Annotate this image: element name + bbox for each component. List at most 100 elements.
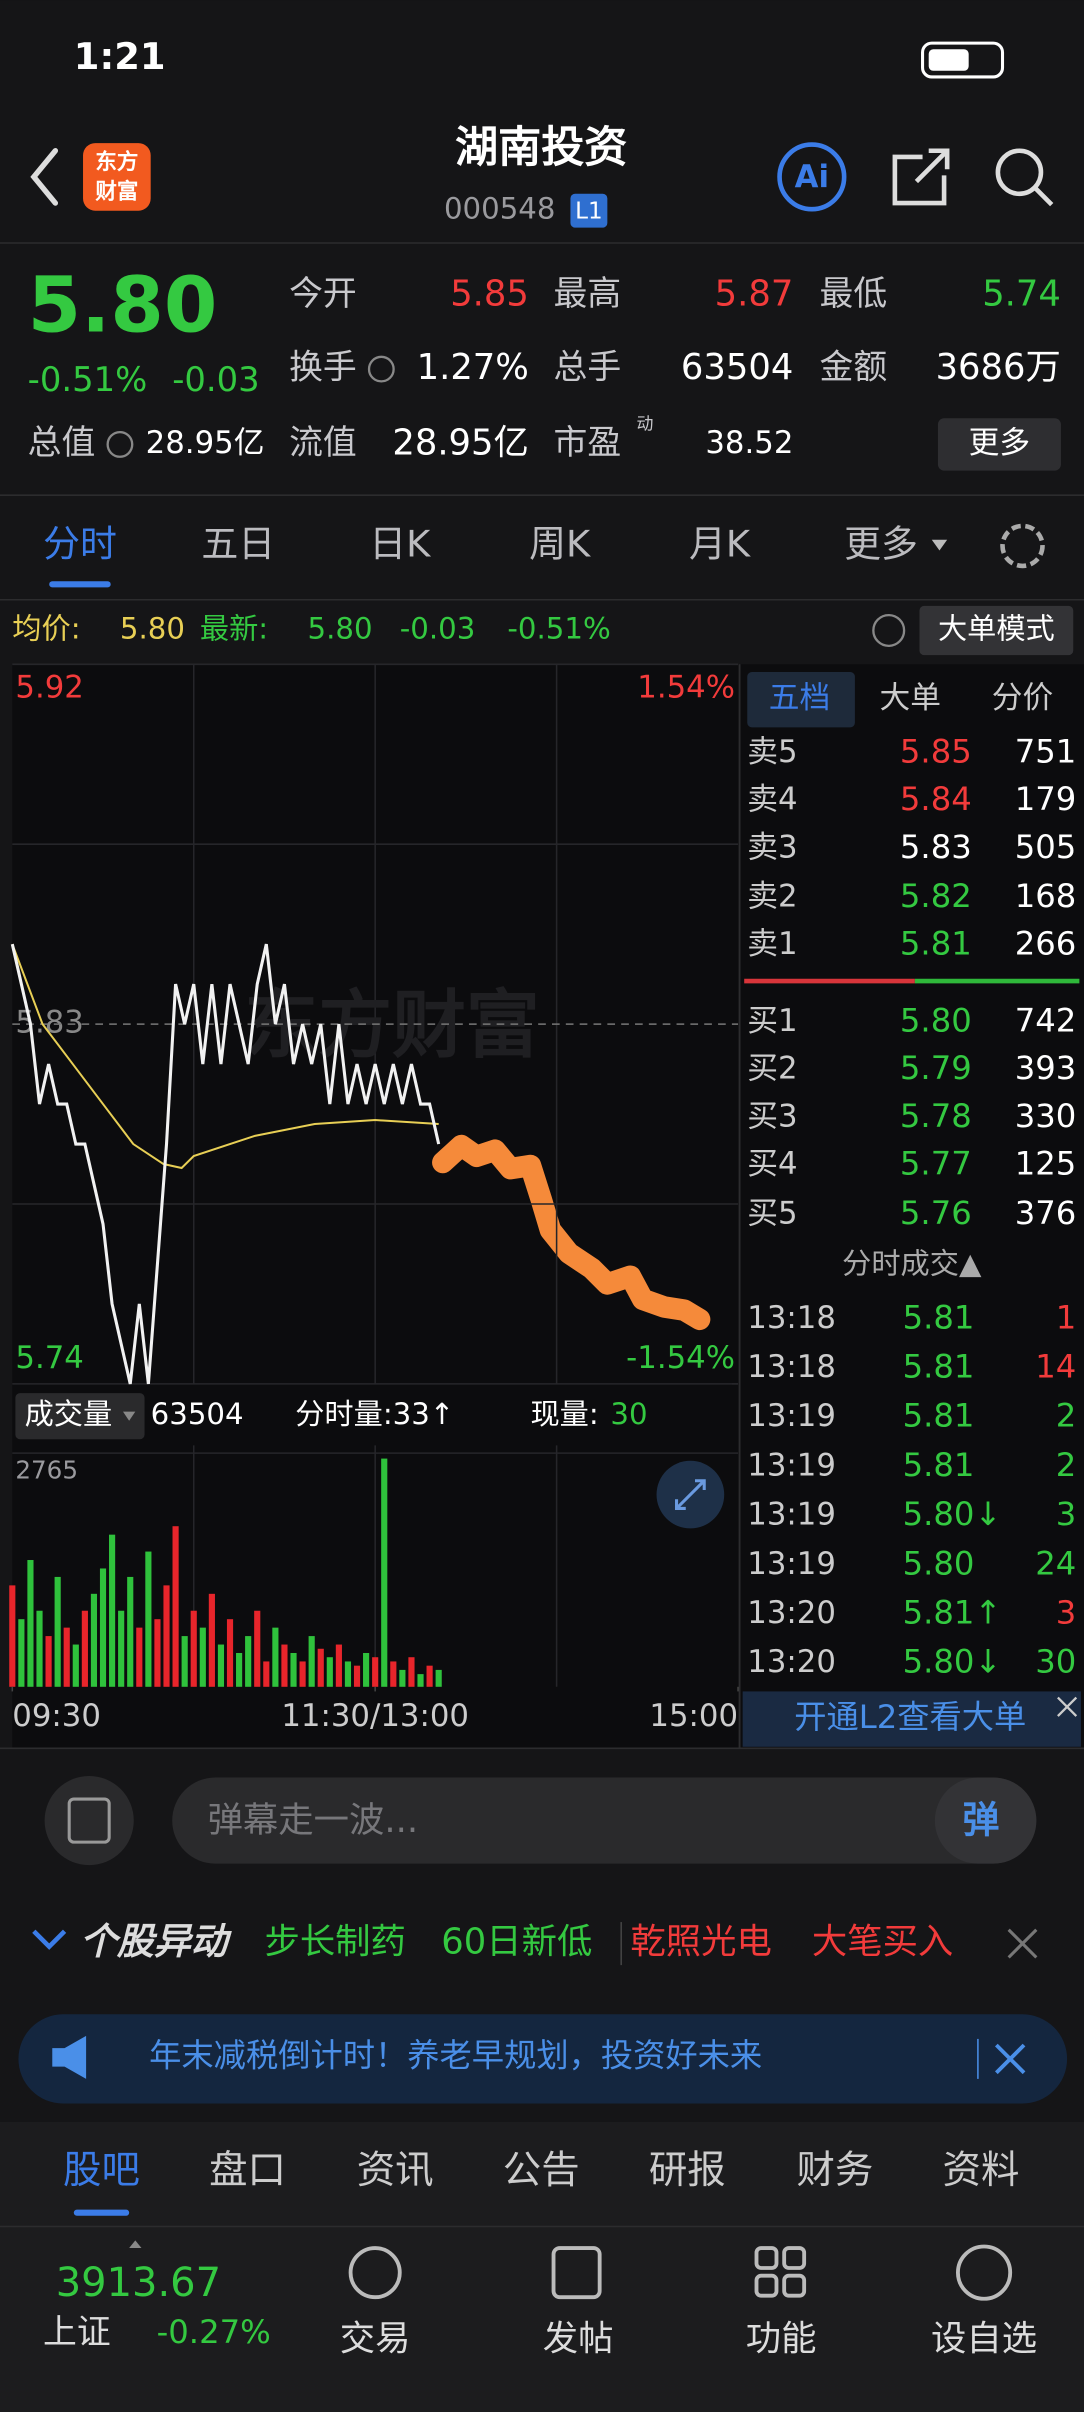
nav-item[interactable]: 功能 (746, 2318, 817, 2359)
share-button[interactable] (892, 148, 950, 206)
book-price: 5.81 (900, 925, 972, 963)
nav-item[interactable]: 发帖 (543, 2318, 614, 2359)
volume-bar (353, 1665, 361, 1687)
book-label: 卖5 (747, 734, 797, 770)
volume-bar (263, 1661, 270, 1687)
l2-close[interactable] (1057, 1696, 1078, 1717)
tick-price: 5.81 (903, 1397, 975, 1435)
info-change: -0.03 (400, 611, 476, 645)
period-tab[interactable]: 五日 (201, 522, 275, 565)
comment-icon[interactable] (44, 1775, 134, 1866)
volume-total: 63504 (151, 1397, 244, 1431)
volume-bar (363, 1652, 370, 1687)
tick-time: 13:18 (747, 1300, 836, 1336)
volume-bar (145, 1551, 152, 1687)
nav-item[interactable]: 交易 (340, 2318, 411, 2359)
stat-label: 流值 (289, 423, 357, 462)
stock-code: 000548 (444, 192, 555, 226)
volume-selector[interactable] (15, 1393, 145, 1440)
alert-item[interactable]: 乾照光电 (630, 1922, 771, 1963)
comment-input[interactable] (172, 1777, 1037, 1864)
y-tick-label: 5.92 (15, 669, 83, 705)
volume-bar (236, 1652, 243, 1687)
info-avg-label: 均价: (12, 611, 80, 645)
volume-bar (426, 1665, 433, 1687)
book-tab[interactable]: 分价 (992, 680, 1054, 716)
tick-volume: 1 (1056, 1298, 1077, 1336)
alert-close[interactable] (1007, 1928, 1038, 1959)
expand-icon (675, 1479, 706, 1510)
average-line (11, 943, 439, 1170)
logo-text: 财富 (95, 178, 138, 204)
tick-price: 5.80↓ (903, 1495, 1002, 1533)
tick-volume: 2 (1056, 1446, 1077, 1484)
l2-banner-text[interactable]: 开通L2查看大单 (794, 1698, 1026, 1736)
logo-text: 东方 (95, 149, 138, 175)
tick-volume: 24 (1035, 1544, 1076, 1582)
alert-item[interactable]: 大笔买入 (812, 1922, 953, 1963)
current-volume-label: 现量: (530, 1397, 598, 1431)
tick-time: 13:19 (747, 1497, 836, 1533)
book-volume: 751 (1015, 732, 1077, 770)
period-tab[interactable]: 周K (529, 522, 591, 565)
ai-button[interactable] (777, 142, 847, 212)
mode-button[interactable] (919, 605, 1074, 656)
banner-icon (52, 2035, 87, 2079)
alert-item[interactable]: 60日新低 (441, 1922, 592, 1963)
volume-bar (172, 1526, 179, 1687)
bottom-tab[interactable]: 资讯 (357, 2148, 434, 2193)
volume-bar (326, 1657, 333, 1687)
stat-label: 换手 (289, 348, 357, 387)
bottom-tab[interactable]: 研报 (649, 2148, 726, 2193)
alert-item[interactable]: 步长制药 (264, 1922, 405, 1963)
danmaku-button[interactable] (934, 1777, 1037, 1864)
badge-bg (570, 193, 608, 228)
volume-bar (317, 1648, 324, 1687)
banner-close[interactable] (994, 2043, 1026, 2075)
bottom-tab[interactable]: 公告 (503, 2148, 580, 2193)
settings-button[interactable] (1000, 523, 1045, 569)
period-tab[interactable]: 日K (369, 522, 431, 565)
volume-bar (81, 1610, 88, 1687)
bottom-tab[interactable]: 财务 (796, 2148, 873, 2193)
period-tab[interactable]: 分时 (43, 522, 117, 565)
search-button[interactable] (995, 148, 1044, 197)
volume-bar (281, 1644, 288, 1687)
volume-bar (381, 1458, 388, 1687)
back-button[interactable] (30, 148, 59, 206)
period-tab[interactable]: 月K (689, 522, 751, 565)
volume-bar (136, 1627, 143, 1687)
book-tab[interactable]: 五档 (769, 680, 831, 716)
more-button-label[interactable]: 更多 (969, 425, 1031, 461)
tick-price: 5.81↑ (903, 1594, 1002, 1632)
comment-placeholder: 弹幕走一波... (208, 1800, 419, 1841)
help-button[interactable] (872, 613, 906, 648)
volume-bar (36, 1610, 43, 1687)
book-volume: 330 (1015, 1097, 1077, 1135)
change: -0.03 (172, 360, 260, 399)
banner[interactable] (18, 2014, 1068, 2104)
volume-label[interactable]: 成交量 (25, 1397, 113, 1431)
mode-button-label[interactable]: 大单模式 (938, 611, 1055, 645)
volume-bar (417, 1674, 424, 1687)
x-tick-label: 11:30/13:00 (281, 1698, 469, 1734)
current-volume: 30 (610, 1397, 647, 1431)
banner-text[interactable]: 年末减税倒计时！养老早规划，投资好未来 (149, 2036, 762, 2074)
volume-bar (208, 1593, 215, 1687)
danmaku-label[interactable]: 弹 (963, 1799, 1000, 1842)
tick-volume: 3 (1056, 1594, 1077, 1632)
search-handle (1033, 186, 1054, 207)
stat-value: 38.52 (705, 425, 793, 461)
nav-item[interactable]: 设自选 (931, 2318, 1037, 2359)
bottom-tab[interactable]: 盘口 (209, 2148, 286, 2193)
bottom-tab[interactable]: 资料 (943, 2148, 1020, 2193)
period-tab[interactable]: 更多 (844, 522, 918, 565)
more-button[interactable] (937, 418, 1061, 471)
l2-banner[interactable] (742, 1691, 1081, 1747)
info-avg: 5.80 (120, 611, 185, 645)
book-tab[interactable]: 大单 (879, 680, 941, 716)
bottom-tab[interactable]: 股吧 (63, 2148, 140, 2193)
ticks-title: 分时成交▲ (842, 1247, 982, 1281)
alert-collapse[interactable] (32, 1929, 67, 1950)
y2-tick-label: -1.54% (626, 1340, 735, 1376)
